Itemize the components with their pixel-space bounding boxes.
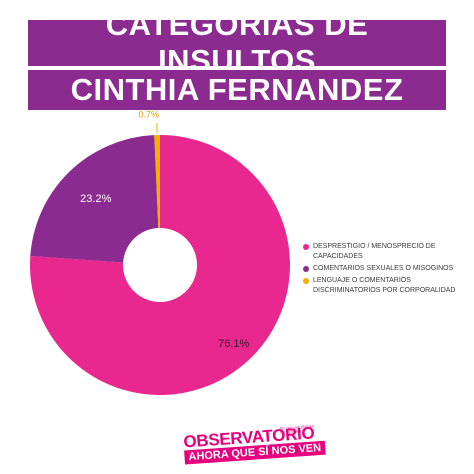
donut-chart: 76.1% 23.2% 0.7% xyxy=(29,109,290,395)
legend-label-corporalidad: LENGUAJE O COMENTARIOS DISCRIMINATORIOS … xyxy=(313,277,456,294)
title-banner-line2: CINTHIA FERNANDEZ xyxy=(28,70,446,110)
data-label-sexuales: 23.2% xyxy=(80,193,111,205)
legend-swatch-sexuales xyxy=(303,266,309,272)
chart-subtitle: CINTHIA FERNANDEZ xyxy=(70,72,404,107)
legend-label-sexuales: COMENTARIOS SEXUALES O MISOGINOS xyxy=(313,265,454,272)
title-banner-line1: CATEGORIAS DE INSULTOS xyxy=(28,7,446,78)
legend-label-desprestigio: DESPRESTIGIO / MENOSPRECIO DE CAPACIDADE… xyxy=(313,243,436,260)
legend-swatch-desprestigio xyxy=(303,244,309,250)
data-label-desprestigio: 76.1% xyxy=(218,338,249,350)
legend-item-sexuales: COMENTARIOS SEXUALES O MISOGINOS xyxy=(303,264,473,274)
chart-legend: DESPRESTIGIO / MENOSPRECIO DE CAPACIDADE… xyxy=(303,242,473,298)
legend-item-corporalidad: LENGUAJE O COMENTARIOS DISCRIMINATORIOS … xyxy=(303,276,473,296)
legend-item-desprestigio: DESPRESTIGIO / MENOSPRECIO DE CAPACIDADE… xyxy=(303,242,473,262)
data-label-corporalidad: 0.7% xyxy=(138,109,159,119)
legend-swatch-corporalidad xyxy=(303,278,309,284)
slice-sexuales xyxy=(30,135,159,263)
slice-desprestigio xyxy=(29,135,290,395)
observatorio-logo: OBSERVATORIO DE LAS VIOLENCIAS DE GÉNERO… xyxy=(183,423,326,471)
chart-title: CATEGORIAS DE INSULTOS xyxy=(105,7,369,78)
slice-corporalidad xyxy=(154,135,160,229)
